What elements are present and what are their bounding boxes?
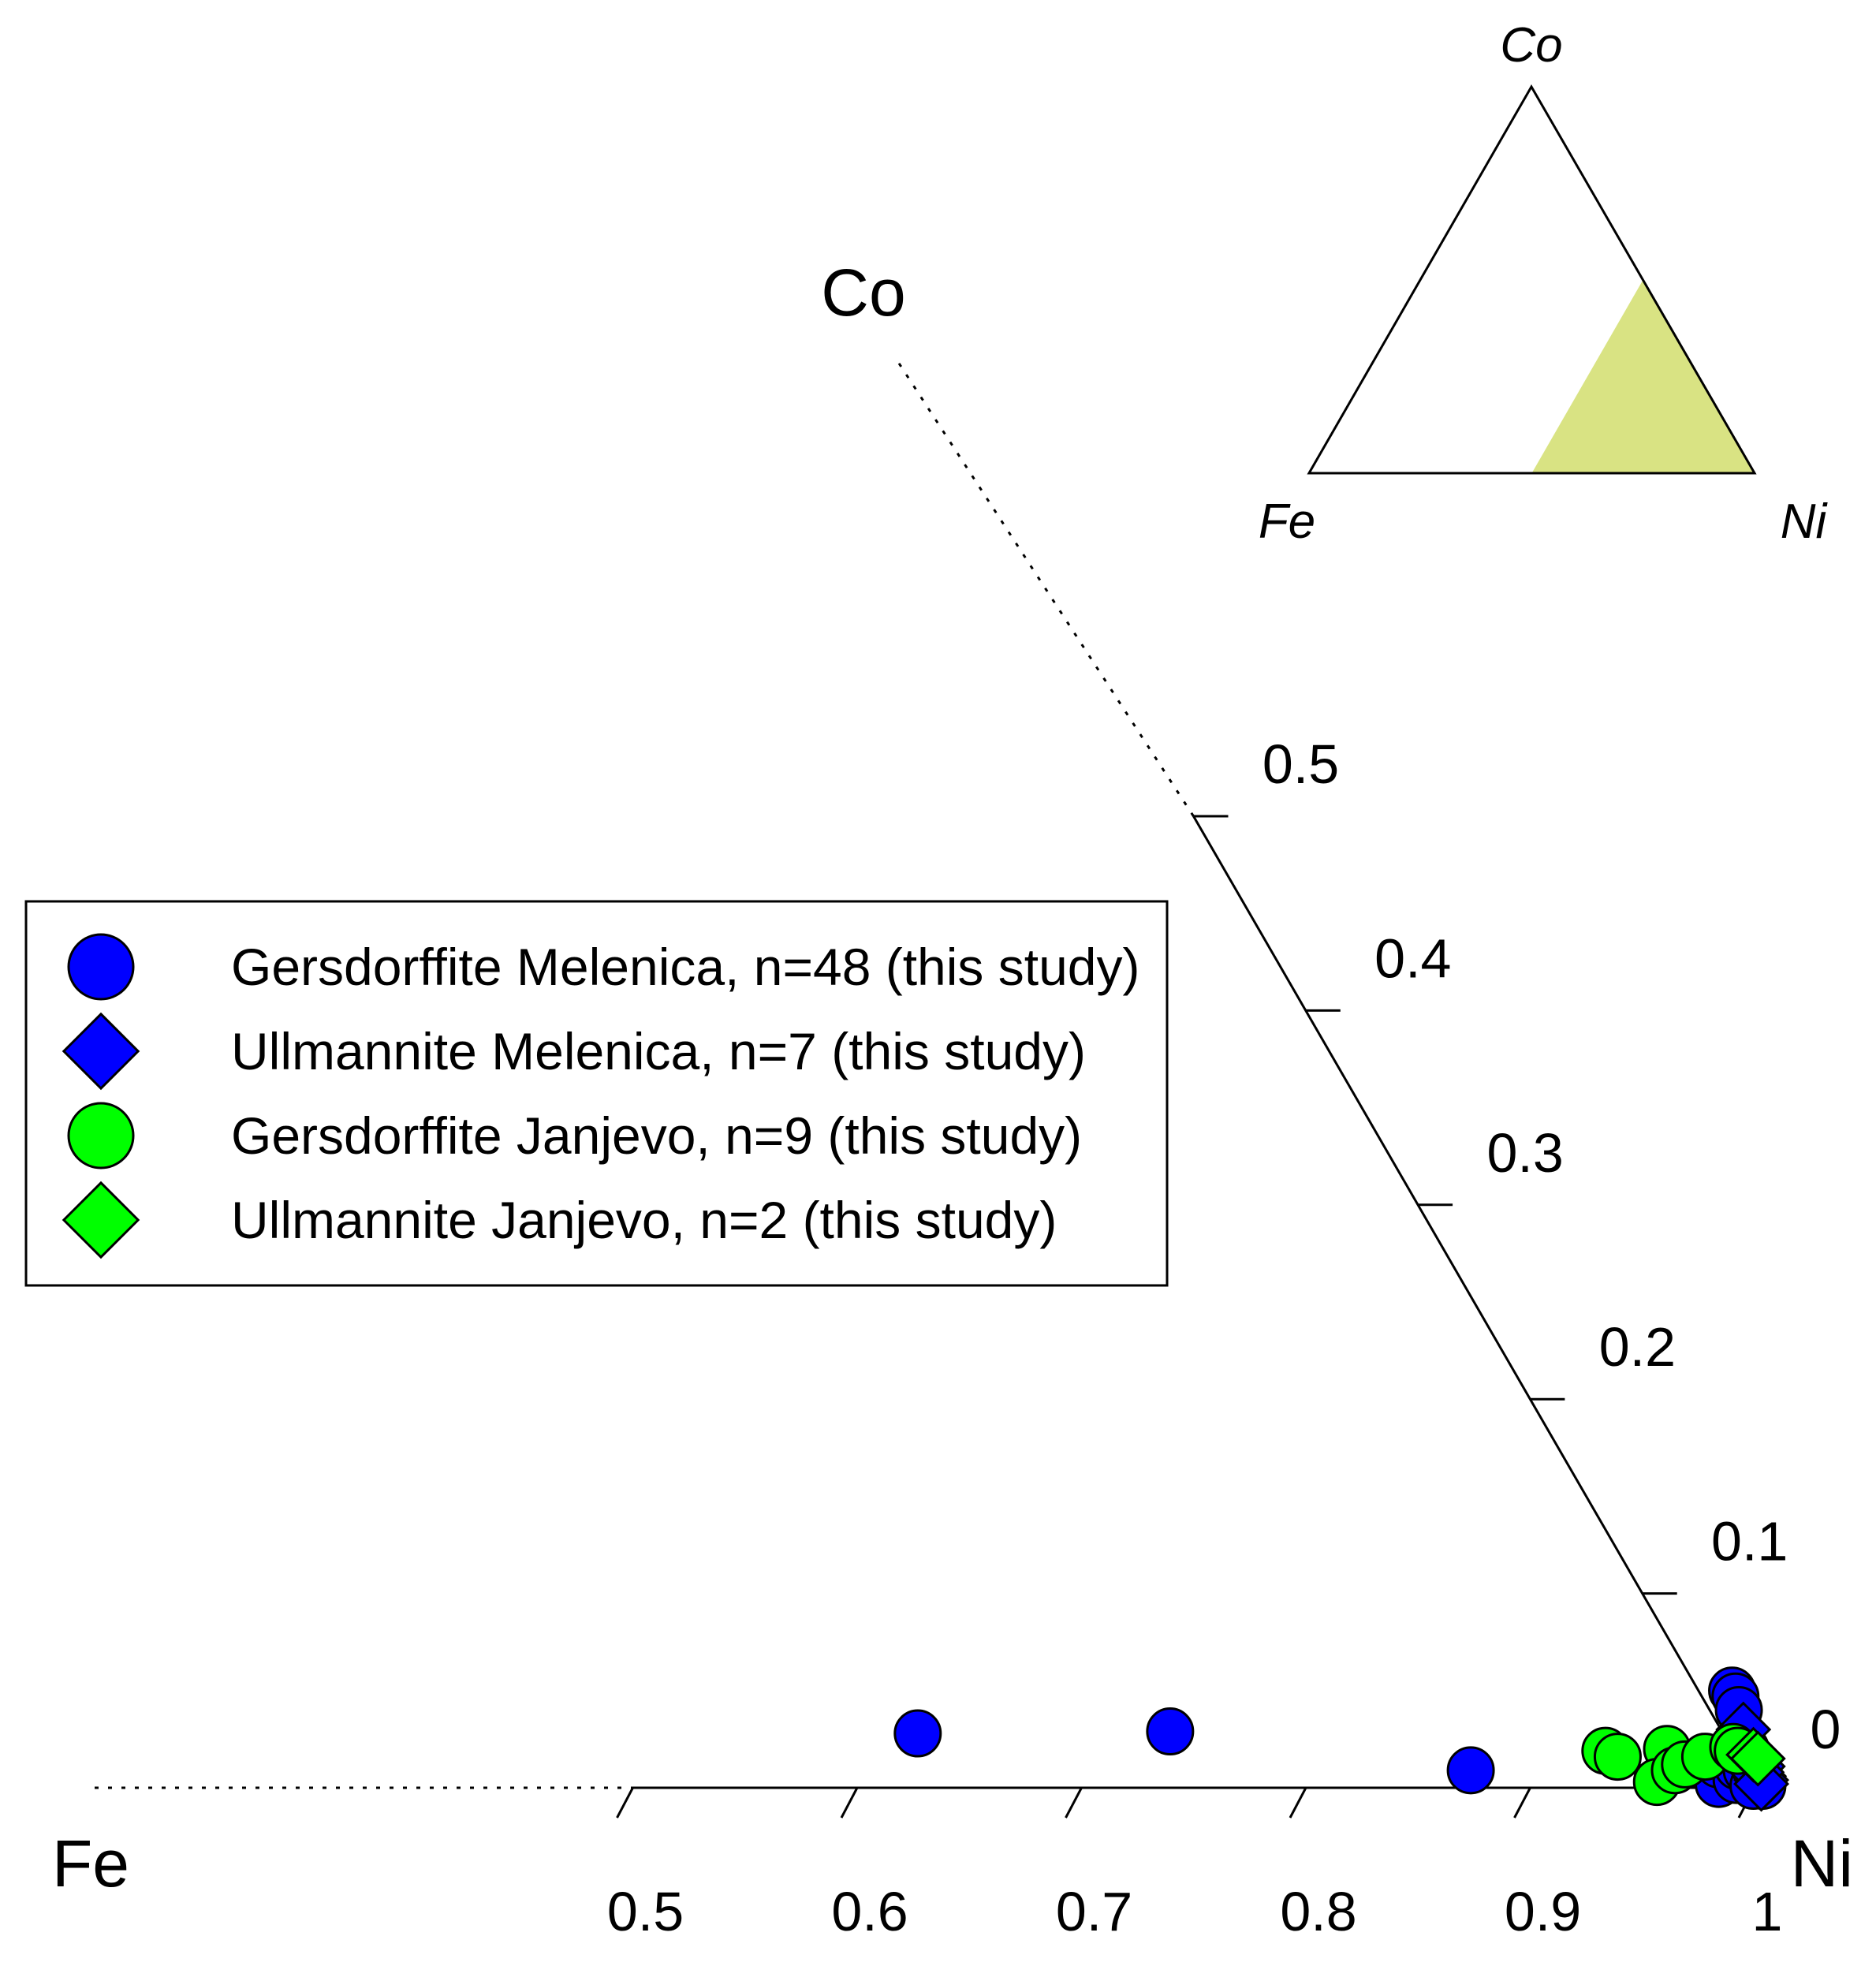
axes: 0.5 0.6 0.7 0.8 0.9 1 00.10.20.30.40.5 Co Fe … (52, 256, 1853, 1942)
legend-entry: Gersdorffite Melenica, n=48 (this study) (67, 933, 1140, 1001)
co-axis-dotted-extension (893, 356, 1195, 817)
legend-diamond-marker (62, 1012, 140, 1091)
legend-circle-marker (67, 1102, 135, 1170)
circle-point (1593, 1733, 1642, 1781)
ni-axis-label: Ni (1791, 1826, 1853, 1901)
legend-label: Ullmannite Melenica, n=7 (this study) (231, 1022, 1086, 1080)
ni-tick-mark (616, 1787, 634, 1819)
ni-tick-label: 1 (1752, 1881, 1783, 1942)
legend-entry: Ullmannite Janjevo, n=2 (this study) (62, 1181, 1057, 1259)
inset-fe-label: Fe (1259, 494, 1315, 549)
circle-point (1146, 1707, 1195, 1756)
inset-ternary: Co Fe Ni (1259, 18, 1829, 549)
co-tick-label: 0.5 (1262, 733, 1339, 795)
series-3 (1725, 1726, 1786, 1787)
inset-co-label: Co (1500, 18, 1562, 73)
ni-tick-label: 0.5 (607, 1881, 684, 1942)
ni-tick-mark (1513, 1787, 1531, 1819)
legend-entry: Gersdorffite Janjevo, n=9 (this study) (67, 1102, 1082, 1170)
co-tick-label: 0.2 (1599, 1316, 1676, 1378)
ni-tick-label: 0.6 (831, 1881, 908, 1942)
co-tick-label: 0 (1811, 1699, 1841, 1760)
circle-point (893, 1709, 942, 1758)
co-axis-label: Co (821, 256, 905, 330)
inset-triangle (1307, 84, 1757, 475)
data-points (893, 1666, 1790, 1812)
legend-entries: Gersdorffite Melenica, n=48 (this study)… (62, 933, 1140, 1259)
co-tick-label: 0.1 (1711, 1511, 1788, 1572)
co-axis-line (1192, 815, 1756, 1789)
ni-tick-mark (1065, 1787, 1083, 1819)
ni-tick-label: 0.8 (1280, 1881, 1356, 1942)
co-axis-ticks: 0 0.1 0.2 0.3 0.4 0.5 (1193, 733, 1841, 1760)
legend-label: Gersdorffite Melenica, n=48 (this study) (231, 938, 1140, 996)
diamond-point (1729, 1730, 1786, 1787)
circle-point (1446, 1746, 1495, 1795)
ni-tick-mark (1289, 1787, 1307, 1819)
fe-axis-label: Fe (52, 1826, 129, 1901)
co-tick-label: 0.3 (1486, 1122, 1563, 1184)
legend-diamond-marker (62, 1181, 140, 1259)
ni-tick-label: 0.9 (1505, 1881, 1581, 1942)
inset-ni-label: Ni (1781, 494, 1829, 549)
legend-entry: Ullmannite Melenica, n=7 (this study) (62, 1012, 1086, 1091)
legend-circle-marker (67, 933, 135, 1001)
legend: Gersdorffite Melenica, n=48 (this study)… (24, 900, 1169, 1287)
legend-box (24, 900, 1169, 1287)
legend-label: Gersdorffite Janjevo, n=9 (this study) (231, 1106, 1082, 1165)
ni-axis-ticks: 0.5 0.6 0.7 0.8 0.9 1 (607, 1787, 1783, 1942)
legend-label: Ullmannite Janjevo, n=2 (this study) (231, 1191, 1057, 1249)
inset-shaded-region (1531, 280, 1755, 473)
ni-tick-mark (840, 1787, 859, 1819)
ni-tick-label: 0.7 (1056, 1881, 1132, 1942)
co-tick-label: 0.4 (1374, 927, 1451, 989)
